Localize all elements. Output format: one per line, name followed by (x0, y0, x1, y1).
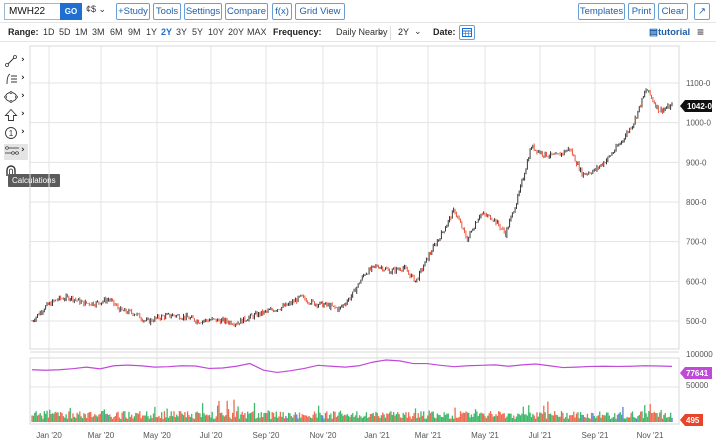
svg-text:800-0: 800-0 (686, 198, 707, 207)
calendar-button[interactable] (459, 25, 475, 40)
svg-text:Mar '21: Mar '21 (415, 431, 442, 440)
expand-icon: ↗ (698, 6, 706, 17)
open-interest-line (31, 359, 673, 374)
print-button[interactable]: Print (628, 3, 655, 20)
frequency-dropdown[interactable]: Daily Nearby (336, 27, 388, 37)
fibonacci-tool-icon (6, 73, 17, 85)
chevron-right-icon: › (21, 55, 25, 65)
range-9m[interactable]: 9M (128, 27, 141, 37)
range-max[interactable]: MAX (247, 27, 267, 37)
range-1m[interactable]: 1M (75, 27, 88, 37)
symbol-options-dropdown[interactable]: ¢$ ⌄ (86, 4, 106, 15)
shape-tool-icon (4, 91, 18, 103)
compare-button[interactable]: Compare (225, 3, 268, 20)
number-marker-tool[interactable]: 1 › (4, 126, 28, 142)
arrow-tool[interactable]: › (4, 108, 28, 124)
range-6m[interactable]: 6M (110, 27, 123, 37)
svg-text:500-0: 500-0 (686, 317, 707, 326)
range-1d[interactable]: 1D (43, 27, 55, 37)
shape-tool[interactable]: › (4, 90, 28, 106)
svg-text:50000: 50000 (686, 381, 709, 390)
tutorial-link[interactable]: ▤tutorial (649, 27, 691, 38)
divider (390, 26, 391, 40)
expand-button[interactable]: ↗ (694, 3, 710, 20)
range-20y[interactable]: 20Y (228, 27, 245, 37)
line-tool-icon (5, 55, 17, 67)
calculations-tooltip: Calculations (8, 174, 60, 187)
svg-text:Nov '21: Nov '21 (637, 431, 664, 440)
film-icon: ▤ (649, 27, 658, 38)
number-marker-icon: 1 (5, 127, 17, 139)
range-10y[interactable]: 10Y (208, 27, 225, 37)
range-1y[interactable]: 1Y (146, 27, 158, 37)
date-label: Date: (433, 27, 456, 37)
range-3y[interactable]: 3Y (176, 27, 188, 37)
chevron-right-icon: › (21, 109, 25, 119)
calculations-tool-icon (5, 146, 19, 155)
chevron-right-icon: › (21, 91, 25, 101)
svg-text:Jul '20: Jul '20 (200, 431, 223, 440)
svg-text:1042-0: 1042-0 (687, 102, 712, 111)
magnet-icon (6, 165, 16, 176)
price-candles (31, 88, 673, 328)
top-toolbar: MWH22 GO ¢$ ⌄ +Study Tools Settings Comp… (0, 0, 716, 22)
svg-text:Nov '20: Nov '20 (310, 431, 337, 440)
svg-text:700-0: 700-0 (686, 238, 707, 247)
svg-text:100000: 100000 (686, 350, 713, 359)
range-bar: Range: 1D 5D 1M 3M 6M 9M 1Y 2Y 3Y 5Y 10Y… (0, 22, 716, 42)
templates-button[interactable]: Templates (578, 3, 625, 20)
symbol-input[interactable]: MWH22 (4, 3, 60, 20)
range-5d[interactable]: 5D (59, 27, 71, 37)
clear-button[interactable]: Clear (658, 3, 688, 20)
range-3m[interactable]: 3M (92, 27, 105, 37)
range-5y[interactable]: 5Y (192, 27, 204, 37)
svg-text:Sep '21: Sep '21 (582, 431, 609, 440)
calendar-icon (462, 28, 472, 37)
svg-text:495: 495 (686, 416, 700, 425)
volume-bars (31, 399, 673, 422)
study-button[interactable]: +Study (116, 3, 150, 20)
magnet-tool[interactable] (4, 164, 28, 180)
range-label: Range: (8, 27, 39, 37)
svg-text:900-0: 900-0 (686, 158, 707, 167)
chevron-right-icon: › (21, 73, 25, 83)
fx-button[interactable]: f(x) (272, 3, 292, 20)
svg-text:1000-0: 1000-0 (686, 119, 711, 128)
arrow-tool-icon (4, 108, 18, 121)
svg-text:Mar '20: Mar '20 (88, 431, 115, 440)
tools-button[interactable]: Tools (153, 3, 181, 20)
go-button[interactable]: GO (60, 3, 82, 20)
chevron-down-icon: ⌄ (98, 4, 107, 14)
chevron-down-icon: ⌄ (377, 26, 385, 36)
svg-text:Sep '20: Sep '20 (253, 431, 280, 440)
chevron-down-icon: ⌄ (414, 26, 422, 36)
fibonacci-tool[interactable]: › (4, 72, 28, 88)
range-2y[interactable]: 2Y (161, 27, 173, 37)
frequency-label: Frequency: (273, 27, 322, 37)
line-tool[interactable]: › (4, 54, 28, 70)
svg-text:1100-0: 1100-0 (686, 79, 711, 88)
svg-text:Jul '21: Jul '21 (529, 431, 552, 440)
svg-text:Jan '21: Jan '21 (364, 431, 390, 440)
settings-button[interactable]: Settings (184, 3, 222, 20)
last-price-tag: 1042-0 (680, 100, 712, 113)
svg-text:Jan '20: Jan '20 (36, 431, 62, 440)
grid-view-button[interactable]: Grid View (295, 3, 345, 20)
dollar-symbols-icon: ¢$ (86, 4, 97, 14)
svg-text:77641: 77641 (686, 369, 709, 378)
menu-icon[interactable]: ≡ (697, 25, 705, 39)
calculations-tool[interactable]: › (4, 144, 28, 160)
svg-text:600-0: 600-0 (686, 277, 707, 286)
period-dropdown[interactable]: 2Y (398, 27, 410, 37)
chevron-right-icon: › (21, 145, 25, 155)
svg-text:May '20: May '20 (143, 431, 171, 440)
chevron-right-icon: › (21, 127, 25, 137)
svg-text:May '21: May '21 (471, 431, 499, 440)
svg-text:1: 1 (9, 129, 14, 138)
